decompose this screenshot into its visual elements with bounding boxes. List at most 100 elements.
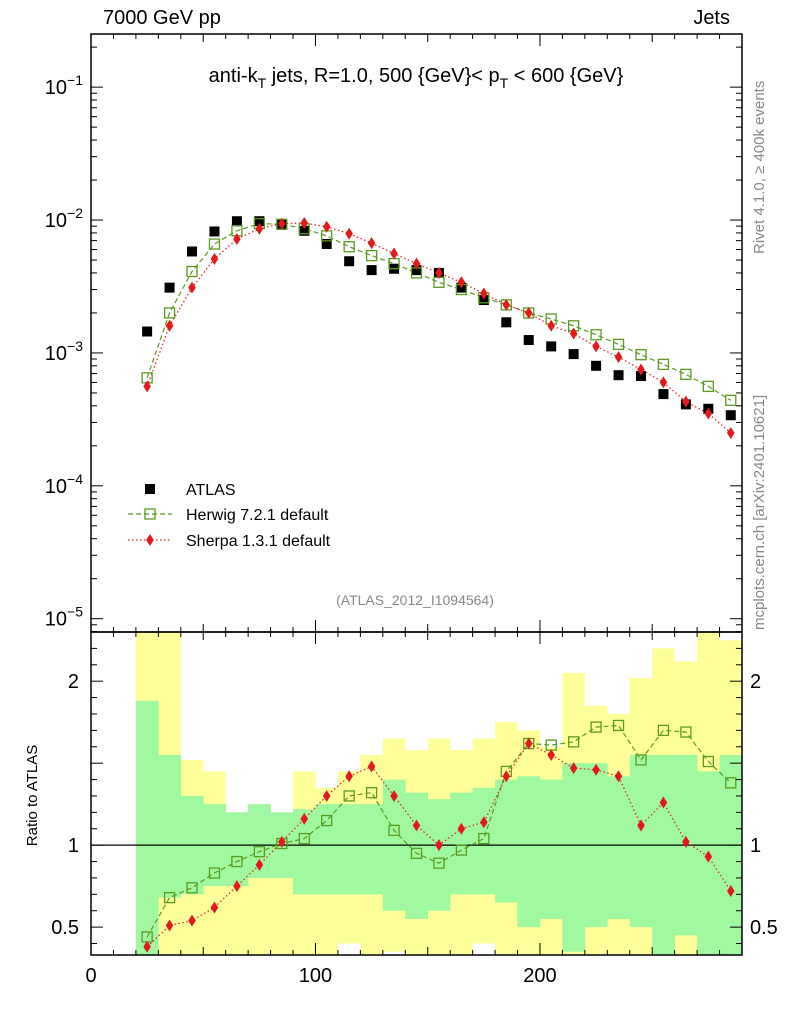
data-point <box>635 349 647 361</box>
data-point <box>726 426 735 439</box>
data-point <box>592 340 600 353</box>
ratio-point <box>612 719 625 732</box>
band-inner <box>427 799 451 911</box>
legend-marker <box>144 508 156 520</box>
data-point <box>187 246 198 257</box>
data-point <box>480 287 488 300</box>
data-point <box>501 317 512 328</box>
band-inner <box>719 754 743 955</box>
x-tick-label: 100 <box>299 965 332 987</box>
ratio-point <box>569 762 578 775</box>
data-point <box>255 222 264 235</box>
data-point <box>390 247 398 260</box>
ratio-point <box>704 850 713 863</box>
y-tick-label: 10−3 <box>45 338 83 365</box>
data-point <box>254 216 265 227</box>
data-point <box>208 238 221 250</box>
ratio-point <box>524 737 533 750</box>
data-point <box>321 239 332 250</box>
data-point <box>569 327 578 340</box>
band-inner <box>405 792 429 919</box>
data-point <box>365 249 378 262</box>
ratio-point <box>433 857 445 869</box>
data-point <box>478 295 489 306</box>
band-inner <box>315 804 339 895</box>
ratio-point <box>455 844 468 856</box>
legend-marker <box>146 534 154 546</box>
band-inner <box>472 787 496 895</box>
data-point <box>657 358 670 371</box>
band-inner <box>135 700 159 955</box>
data-point <box>524 306 533 319</box>
data-point <box>568 349 579 360</box>
ratio-point <box>388 824 400 837</box>
x-tick-label: 0 <box>85 965 96 987</box>
x-tick-label: 200 <box>523 965 556 987</box>
analysis-label: (ATLAS_2012_I1094564) <box>336 592 494 608</box>
data-point <box>590 329 602 341</box>
data-point <box>366 265 377 276</box>
ratio-point <box>345 770 353 783</box>
data-point <box>163 307 176 319</box>
band-inner <box>697 771 720 955</box>
data-point <box>411 265 422 276</box>
ratio-point <box>725 777 737 789</box>
data-point <box>210 252 219 265</box>
ratio-point <box>659 796 668 809</box>
ratio-point <box>478 832 490 845</box>
ratio-tick-label-right: 2 <box>750 671 761 693</box>
data-point <box>682 395 690 408</box>
data-point <box>725 394 737 406</box>
ratio-point <box>298 832 310 845</box>
ratio-point <box>592 763 600 776</box>
ratio-point <box>726 885 735 898</box>
ratio-point <box>163 891 176 904</box>
ratio-point <box>188 914 196 927</box>
ratio-tick-label-left: 0.5 <box>51 917 79 939</box>
band-inner <box>607 776 631 919</box>
data-point <box>278 217 286 230</box>
data-point <box>231 216 242 227</box>
ratio-point <box>635 754 647 766</box>
ratio-y-axis-label: Ratio to ATLAS <box>24 745 41 846</box>
data-point <box>614 351 623 364</box>
band-inner <box>293 809 316 895</box>
band-inner <box>629 754 653 928</box>
ratio-point <box>321 814 333 827</box>
data-point <box>367 237 376 250</box>
data-point <box>725 410 736 421</box>
legend-entry: ATLAS <box>186 482 236 499</box>
band-inner <box>495 779 518 903</box>
band-inner <box>562 763 586 952</box>
ratio-point <box>208 867 221 879</box>
legend-entry: Herwig 7.2.1 default <box>186 507 329 524</box>
ratio-point <box>435 839 443 852</box>
data-point <box>186 265 198 278</box>
band-inner <box>158 754 182 898</box>
ratio-point <box>365 787 378 799</box>
ratio-point <box>390 789 398 802</box>
ratio-point <box>457 822 466 835</box>
band-inner <box>248 804 271 878</box>
ratio-point <box>590 721 602 733</box>
ratio-point <box>143 940 151 953</box>
data-point <box>704 407 713 420</box>
ratio-tick-label-left: 1 <box>68 835 79 857</box>
ratio-point <box>410 847 423 859</box>
ratio-point <box>210 901 219 914</box>
data-point <box>547 319 555 332</box>
data-point <box>680 368 692 380</box>
data-point <box>343 241 355 253</box>
ratio-point <box>680 726 692 738</box>
legend-entry: Sherpa 1.3.1 default <box>186 533 331 550</box>
data-point <box>142 326 153 337</box>
ratio-point <box>412 819 421 832</box>
ratio-tick-label-left: 2 <box>68 671 79 693</box>
y-tick-label: 10−4 <box>45 471 83 498</box>
header-left: 7000 GeV pp <box>103 7 221 29</box>
y-tick-label: 10−5 <box>45 604 83 631</box>
ratio-point <box>480 816 488 829</box>
y-tick-label: 10−1 <box>45 72 83 99</box>
ratio-point <box>322 789 331 802</box>
